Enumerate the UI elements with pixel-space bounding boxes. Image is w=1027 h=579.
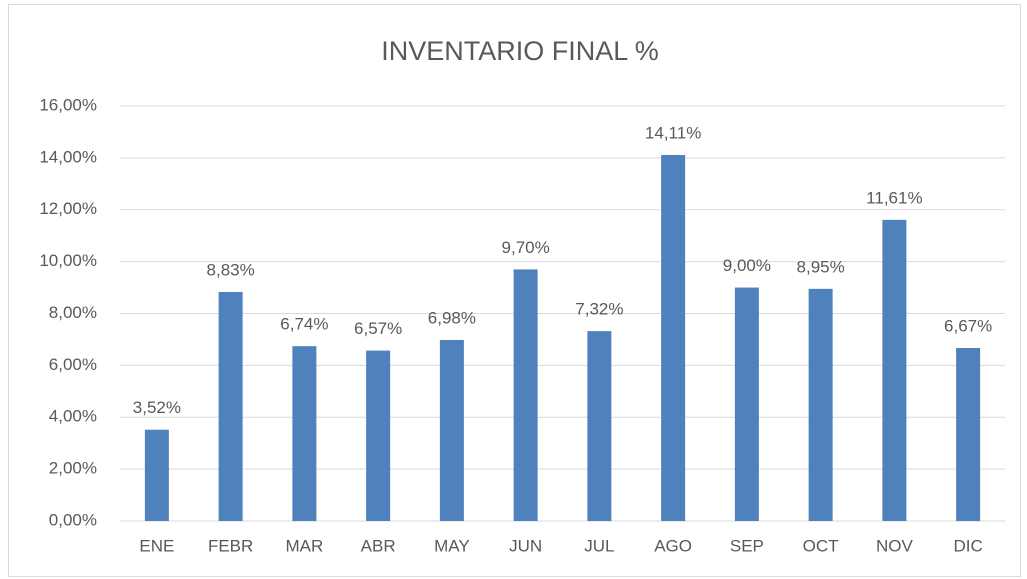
y-tick-label: 0,00% [49, 510, 97, 529]
bar [661, 155, 686, 521]
data-label: 9,00% [723, 256, 771, 275]
bar [292, 346, 317, 521]
x-tick-label: MAY [434, 536, 470, 555]
y-tick-label: 12,00% [39, 199, 97, 218]
bar [587, 331, 612, 521]
bar [144, 429, 169, 521]
bar [956, 347, 981, 521]
data-label: 6,98% [428, 308, 476, 327]
data-label: 8,95% [797, 257, 845, 276]
data-label: 14,11% [645, 124, 701, 143]
bar [513, 269, 538, 521]
data-label: 3,52% [133, 398, 181, 417]
y-tick-label: 6,00% [49, 355, 97, 374]
x-tick-label: DIC [953, 536, 982, 555]
x-tick-label: JUL [584, 536, 614, 555]
x-tick-label: MAR [285, 536, 323, 555]
y-tick-label: 16,00% [39, 95, 97, 114]
x-tick-label: ABR [361, 536, 396, 555]
chart-title: INVENTARIO FINAL % [381, 36, 659, 66]
y-tick-label: 10,00% [39, 251, 97, 270]
y-tick-label: 14,00% [39, 147, 97, 166]
x-tick-label: FEBR [208, 536, 253, 555]
bar [808, 288, 833, 521]
x-tick-label: NOV [876, 536, 914, 555]
data-label: 6,74% [280, 315, 328, 334]
bar [218, 291, 243, 521]
y-tick-label: 4,00% [49, 407, 97, 426]
bar [366, 350, 391, 521]
data-label: 9,70% [502, 238, 550, 257]
y-tick-label: 2,00% [49, 459, 97, 478]
data-label: 8,83% [207, 260, 255, 279]
data-label: 11,61% [866, 188, 922, 207]
data-label: 6,67% [944, 316, 992, 335]
x-tick-label: JUN [509, 536, 542, 555]
x-tick-label: ENE [139, 536, 174, 555]
x-tick-label: OCT [803, 536, 839, 555]
x-tick-label: SEP [730, 536, 764, 555]
data-label: 7,32% [575, 300, 623, 319]
data-label: 6,57% [354, 319, 402, 338]
x-tick-label: AGO [654, 536, 692, 555]
bar [734, 287, 759, 521]
y-tick-label: 8,00% [49, 303, 97, 322]
bar [439, 339, 464, 521]
bar [882, 219, 907, 521]
